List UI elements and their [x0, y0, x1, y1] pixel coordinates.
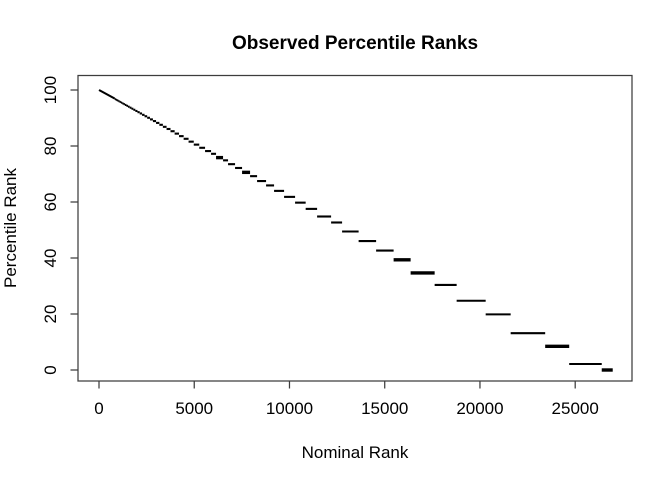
x-tick-label: 20000: [456, 399, 503, 418]
x-tick-label: 10000: [266, 399, 313, 418]
x-axis-label: Nominal Rank: [302, 443, 409, 462]
x-tick-label: 5000: [175, 399, 213, 418]
y-tick-label: 100: [41, 76, 60, 104]
y-tick-label: 80: [41, 137, 60, 156]
y-tick-label: 60: [41, 193, 60, 212]
x-tick-label: 25000: [552, 399, 599, 418]
lead-line-segment: [98, 89, 116, 100]
x-tick-label: 15000: [361, 399, 408, 418]
y-tick-label: 0: [41, 365, 60, 374]
x-tick-label: 0: [94, 399, 103, 418]
axes: 0 5000 10000 15000 20000 25000 0 20 40 60 80 100: [41, 74, 633, 418]
y-tick-label: 20: [41, 305, 60, 324]
y-tick-label: 40: [41, 249, 60, 268]
plot-box: [77, 74, 633, 382]
data-series: [98, 89, 613, 372]
y-axis-label: Percentile Rank: [1, 168, 20, 289]
chart-title: Observed Percentile Ranks: [232, 33, 478, 54]
